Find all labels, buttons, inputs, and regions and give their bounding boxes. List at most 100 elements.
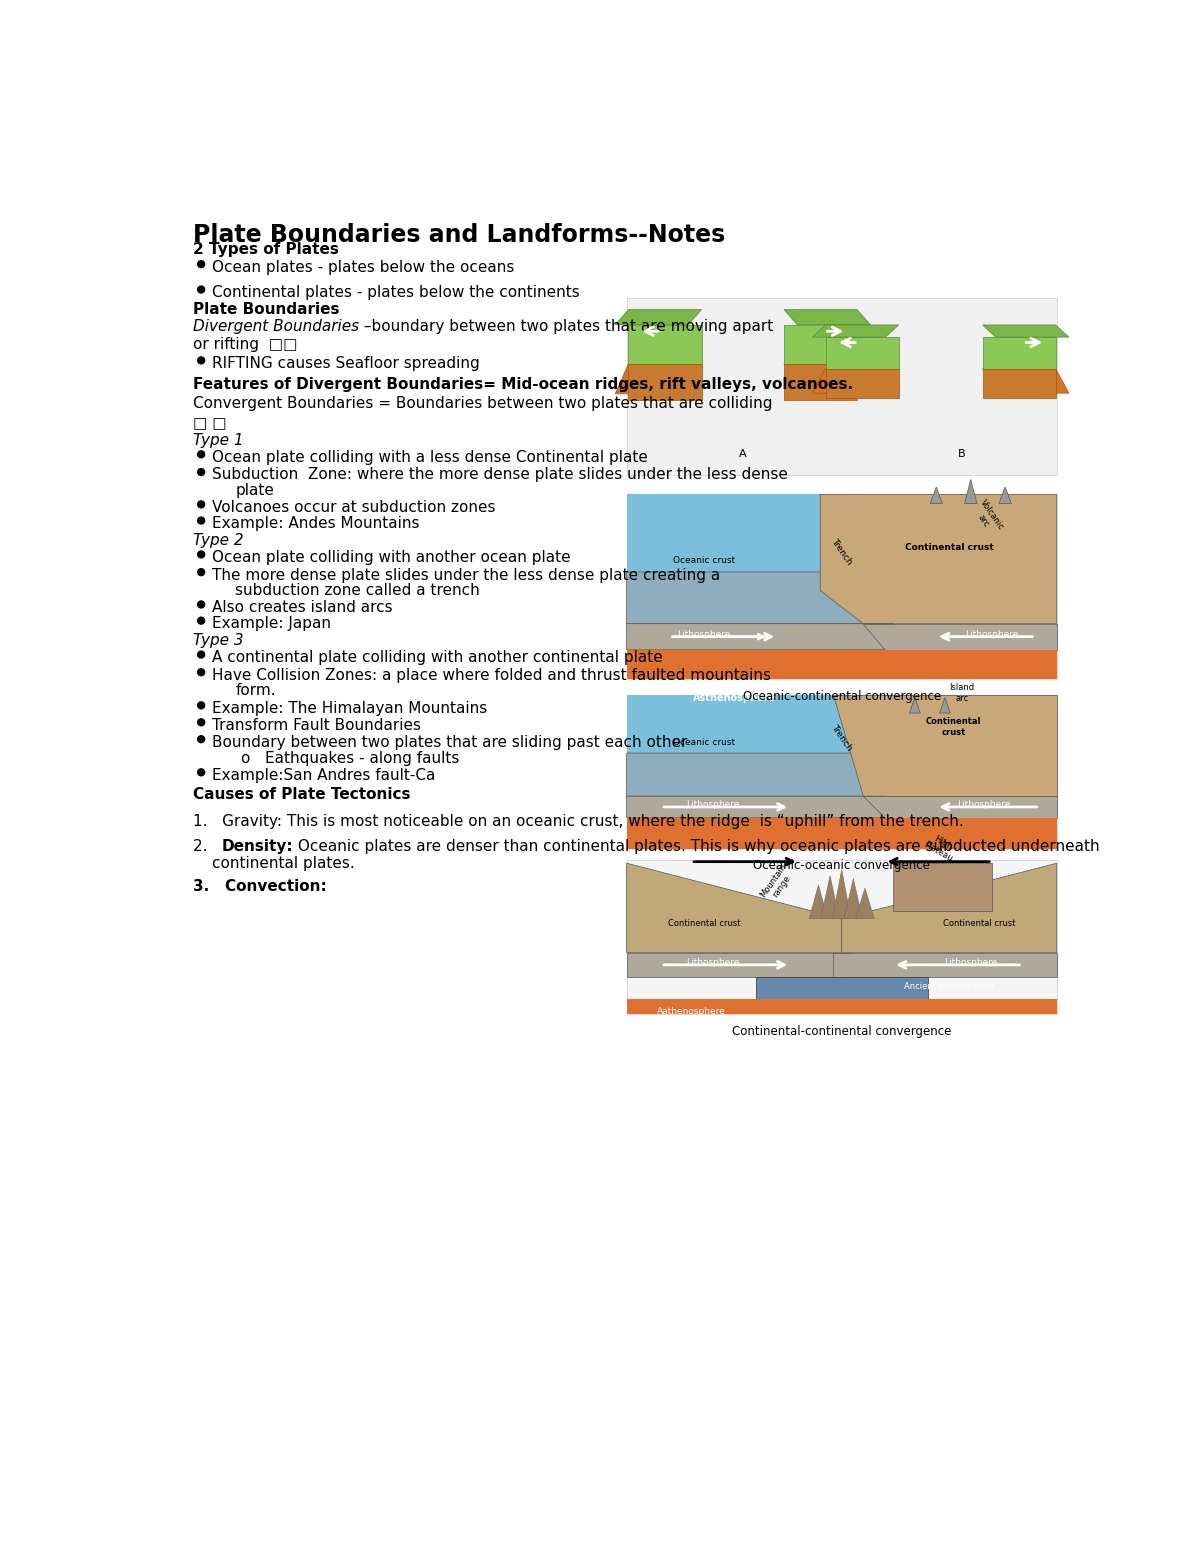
Bar [784,325,857,363]
Polygon shape [833,870,851,919]
Polygon shape [821,876,839,919]
Text: High
Plateau: High Plateau [922,831,959,863]
Polygon shape [812,325,899,337]
Text: Asthenosphere: Asthenosphere [692,853,775,863]
Circle shape [198,651,205,658]
Text: 2.: 2. [193,839,222,854]
Circle shape [198,669,205,676]
Circle shape [198,769,205,776]
Text: Example: Andes Mountains: Example: Andes Mountains [212,516,420,531]
Text: Ocean plate colliding with another ocean plate: Ocean plate colliding with another ocean… [212,550,571,565]
Text: RIFTING causes Seafloor spreading: RIFTING causes Seafloor spreading [212,356,480,371]
Polygon shape [940,697,950,713]
Bar [629,363,702,399]
Text: Convergent Boundaries = Boundaries between two plates that are colliding: Convergent Boundaries = Boundaries betwe… [193,396,772,412]
Bar [826,337,899,368]
Bar [626,494,851,572]
Text: Boundary between two plates that are sliding past each other: Boundary between two plates that are sli… [212,735,688,750]
Bar [626,860,1057,1014]
Text: Trench: Trench [829,537,854,567]
Polygon shape [983,368,1069,393]
Polygon shape [809,885,828,919]
Text: Ancient oceanic crust: Ancient oceanic crust [904,983,995,991]
Text: The more dense plate slides under the less dense plate creating a: The more dense plate slides under the le… [212,567,720,582]
Text: Oceanic crust: Oceanic crust [673,556,736,565]
Text: 1.   Gravity: This is most noticeable on an oceanic crust, where the ridge  is “: 1. Gravity: This is most noticeable on a… [193,814,964,829]
Bar [626,298,1057,475]
Polygon shape [616,363,702,394]
Text: Subduction  Zone: where the more dense plate slides under the less dense: Subduction Zone: where the more dense pl… [212,467,788,483]
Bar [983,337,1056,368]
Text: Continental crust: Continental crust [905,544,994,551]
Text: Lithosphere: Lithosphere [966,629,1019,638]
Text: Lithosphere: Lithosphere [686,958,739,968]
Bar [626,999,1057,1014]
Polygon shape [833,694,1057,797]
Polygon shape [844,879,863,919]
Polygon shape [983,325,1069,337]
Bar [826,368,899,398]
Text: Lithosphere: Lithosphere [686,800,739,809]
Polygon shape [965,480,977,503]
Text: Transform Fault Boundaries: Transform Fault Boundaries [212,717,421,733]
Text: or rifting  □□: or rifting □□ [193,337,298,353]
Text: continental plates.: continental plates. [212,856,355,871]
Text: Example: The Himalayan Mountains: Example: The Himalayan Mountains [212,700,487,716]
Bar [629,325,702,363]
Circle shape [198,702,205,708]
Bar [626,818,1057,848]
Text: Type 3: Type 3 [193,634,244,648]
Text: Oceanic plates are denser than continental plates. This is why oceanic plates ar: Oceanic plates are denser than continent… [293,839,1100,854]
Text: Trench: Trench [829,722,854,752]
Text: Oceanic-oceanic convergence: Oceanic-oceanic convergence [754,859,930,873]
Polygon shape [930,488,942,503]
Circle shape [198,517,205,523]
Text: –boundary between two plates that are moving apart: –boundary between two plates that are mo… [359,318,773,334]
Polygon shape [616,309,702,325]
Text: Aathenosphere: Aathenosphere [656,1006,726,1016]
Text: Example: Japan: Example: Japan [212,617,331,631]
Bar [833,694,1057,753]
Text: Oceanic-continental convergence: Oceanic-continental convergence [743,690,941,704]
Text: Oceanic crust: Oceanic crust [673,738,736,747]
Polygon shape [863,797,1057,818]
Text: A continental plate colliding with another continental plate: A continental plate colliding with anoth… [212,649,662,665]
Polygon shape [626,797,906,818]
Polygon shape [820,494,1057,624]
Polygon shape [784,309,870,325]
Text: Volcanoes occur at subduction zones: Volcanoes occur at subduction zones [212,500,496,514]
Text: o   Eathquakes - along faults: o Eathquakes - along faults [241,750,460,766]
Circle shape [198,469,205,475]
Text: Island
arc: Island arc [949,683,974,702]
Text: Features of Divergent Boundaries= Mid-ocean ridges, rift valleys, volcanoes.: Features of Divergent Boundaries= Mid-oc… [193,377,853,393]
Text: Example:San Andres fault-Ca: Example:San Andres fault-Ca [212,767,436,783]
Circle shape [198,601,205,607]
Circle shape [198,450,205,458]
Text: Lithosphere: Lithosphere [677,629,731,638]
Polygon shape [626,624,919,649]
Circle shape [198,551,205,558]
Polygon shape [626,952,851,977]
Text: form.: form. [235,683,276,697]
Polygon shape [833,952,1057,977]
Text: Continental crust: Continental crust [667,919,740,929]
Text: Causes of Plate Tectonics: Causes of Plate Tectonics [193,787,410,801]
Polygon shape [841,863,1057,952]
Text: Type 1: Type 1 [193,433,244,447]
Text: Type 2: Type 2 [193,533,244,548]
Text: plate: plate [235,483,274,499]
Text: Plate Boundaries: Plate Boundaries [193,301,340,317]
Text: 2 Types of Plates: 2 Types of Plates [193,242,338,256]
Text: Asthenosphere: Asthenosphere [692,693,775,704]
Polygon shape [863,624,1057,649]
Text: Continental plates - plates below the continents: Continental plates - plates below the co… [212,284,580,300]
Text: Ocean plate colliding with a less dense Continental plate: Ocean plate colliding with a less dense … [212,450,648,464]
Polygon shape [812,368,899,393]
Text: Volcanic
arc: Volcanic arc [970,499,1006,537]
Text: Divergent Boundaries: Divergent Boundaries [193,318,359,334]
Polygon shape [998,488,1012,503]
Bar [626,694,841,753]
Bar [626,494,1057,679]
Text: Lithosphere: Lithosphere [944,958,997,968]
Polygon shape [893,863,992,912]
